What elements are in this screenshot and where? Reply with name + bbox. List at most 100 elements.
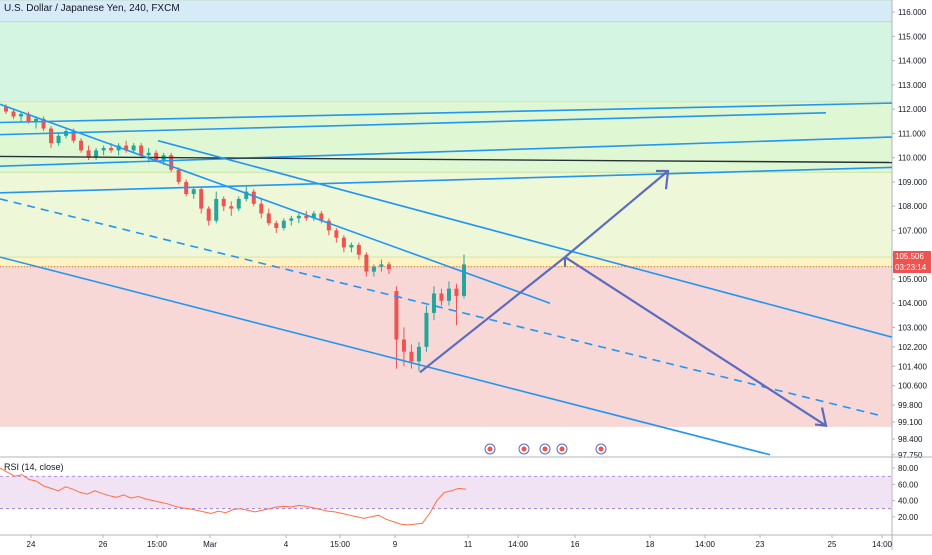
candle-body xyxy=(176,169,181,182)
candle-body xyxy=(139,145,144,156)
y-tick-label: 99.800 xyxy=(898,401,923,410)
candle-body xyxy=(371,266,376,272)
trendline xyxy=(0,136,893,167)
trendline xyxy=(157,139,893,338)
x-tick-label: 11 xyxy=(464,540,473,549)
projection-arrow-up xyxy=(419,170,669,374)
y-tick-label: 104.000 xyxy=(898,299,927,308)
y-tick-label: 111.000 xyxy=(898,129,926,138)
rsi-label: RSI (14, close) xyxy=(4,462,64,472)
candle-body xyxy=(101,147,106,151)
y-tick-label: 99.100 xyxy=(898,418,923,427)
rsi-tick-label: 40.00 xyxy=(898,497,919,506)
y-tick-label: 115.000 xyxy=(898,32,927,41)
candle-body xyxy=(296,215,301,219)
trendline-dashed xyxy=(0,198,883,417)
y-tick-label: 98.400 xyxy=(898,435,923,444)
x-tick-label: 18 xyxy=(646,540,655,549)
x-tick-label: 14:00 xyxy=(508,540,529,549)
y-tick-label: 101.400 xyxy=(898,362,927,371)
y-tick-label: 113.000 xyxy=(898,81,927,90)
candle-body xyxy=(154,152,159,161)
candle-body xyxy=(191,189,196,195)
candle-body xyxy=(94,150,99,158)
event-marker-group-dot xyxy=(487,446,493,452)
candle-body xyxy=(244,191,249,199)
x-tick-label: 26 xyxy=(99,540,108,549)
price-zone xyxy=(0,172,892,258)
candle-body xyxy=(56,135,61,144)
candle-body xyxy=(236,198,241,209)
candle-body xyxy=(71,130,76,141)
candle-body xyxy=(311,213,316,219)
candle-body xyxy=(19,114,24,117)
candle-body xyxy=(416,346,421,362)
y-tick-label: 114.000 xyxy=(898,57,927,66)
candle-body xyxy=(394,291,399,340)
candle-body xyxy=(26,114,31,122)
candle-body xyxy=(289,218,294,221)
x-tick-label: 9 xyxy=(393,540,398,549)
candle-body xyxy=(446,288,451,301)
x-tick-label: 14:00 xyxy=(872,540,893,549)
candle-body xyxy=(401,339,406,352)
y-tick-label: 108.000 xyxy=(898,202,927,211)
candle-body xyxy=(206,208,211,221)
candle-body xyxy=(34,118,39,122)
candle-body xyxy=(454,288,459,296)
y-tick-label: 112.000 xyxy=(898,105,927,114)
candle-body xyxy=(49,128,54,144)
candle-body xyxy=(341,237,346,248)
price-zone xyxy=(0,0,892,22)
rsi-tick-label: 80.00 xyxy=(898,464,919,473)
candle-body xyxy=(462,264,466,296)
x-tick-label: 25 xyxy=(828,540,837,549)
candle-body xyxy=(379,264,384,267)
rsi-line xyxy=(0,467,467,526)
last-price-tag: 105.506 xyxy=(893,251,931,262)
countdown-tag: 03:23:14 xyxy=(893,262,931,273)
candle-body xyxy=(199,189,204,209)
candle-body xyxy=(281,220,286,228)
x-tick-label: 4 xyxy=(284,540,289,549)
x-tick-label: 16 xyxy=(571,540,580,549)
y-tick-label: 100.600 xyxy=(898,382,927,391)
y-tick-label: 109.000 xyxy=(898,178,927,187)
candle-body xyxy=(251,191,256,204)
candle-body xyxy=(266,213,271,224)
candle-body xyxy=(304,215,309,219)
y-tick-label: 102.200 xyxy=(898,343,927,352)
y-tick-label: 110.000 xyxy=(898,154,927,163)
trendline xyxy=(0,256,771,456)
candle-body xyxy=(364,254,369,272)
candle-body xyxy=(109,147,114,151)
y-tick-label: 97.750 xyxy=(898,451,923,460)
candle-body xyxy=(4,106,8,112)
x-tick-label: 15:00 xyxy=(330,540,351,549)
y-tick-label: 107.000 xyxy=(898,226,927,235)
candle-body xyxy=(439,293,444,301)
candle-body xyxy=(386,264,391,270)
event-marker-dot xyxy=(542,446,548,452)
price-zone xyxy=(0,257,892,267)
candle-body xyxy=(424,312,429,347)
x-tick-label: 15:00 xyxy=(147,540,168,549)
candle-body xyxy=(79,140,84,151)
candle-body xyxy=(334,230,339,238)
projection-arrow-down xyxy=(564,256,827,427)
candle-body xyxy=(41,118,46,129)
candle-body xyxy=(146,152,151,156)
x-tick-label: 24 xyxy=(27,540,36,549)
x-tick-label: Mar xyxy=(203,540,217,549)
candle-body xyxy=(409,351,414,362)
candle-body xyxy=(319,213,324,221)
y-tick-label: 103.000 xyxy=(898,323,927,332)
rsi-tick-label: 60.00 xyxy=(898,480,919,489)
candle-body xyxy=(169,155,174,170)
x-tick-label: 23 xyxy=(756,540,765,549)
candle-body xyxy=(349,244,354,248)
candle-body xyxy=(214,198,219,221)
trendline xyxy=(0,102,893,124)
